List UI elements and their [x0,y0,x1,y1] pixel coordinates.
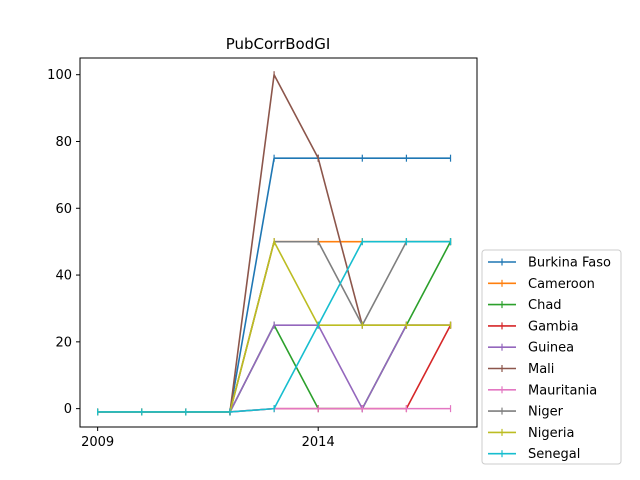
legend-item: Mauritania [488,383,597,398]
legend-label: Senegal [528,447,580,462]
series-guinea [97,321,452,416]
chart-title: PubCorrBodGI [226,35,331,53]
legend-label: Niger [528,405,564,420]
x-tick-label: 2014 [302,435,335,450]
legend-item: Guinea [488,341,574,356]
series-line [97,324,451,413]
legend-label: Gambia [528,319,579,334]
legend-item: Nigeria [488,426,575,441]
legend-item: Mali [488,362,554,377]
y-tick-label: 60 [55,202,72,217]
legend: Burkina Faso Cameroon Chad Gambia Guinea Mali… [481,249,622,465]
legend-label: Mali [528,362,554,377]
x-tick-label: 2009 [81,435,114,450]
legend-box [481,249,622,465]
x-axis: 2009 2014 [81,427,335,450]
legend-item: Niger [488,405,564,420]
series-burkina-faso [97,154,452,416]
legend-item: Burkina Faso [488,256,611,271]
y-tick-label: 0 [64,402,72,417]
y-tick-label: 40 [55,269,72,284]
series-line [97,157,451,413]
series-senegal [97,238,452,416]
y-axis: 0 20 40 60 80 100 [47,68,80,417]
legend-item: Senegal [488,447,580,462]
legend-label: Cameroon [528,277,595,292]
series-gambia [97,321,452,416]
y-tick-label: 80 [55,135,72,150]
legend-label: Guinea [528,341,574,356]
series-line [97,324,452,413]
legend-label: Mauritania [528,383,597,398]
plot-area-frame [79,57,478,428]
legend-label: Chad [528,298,562,313]
series-layer [97,71,452,416]
legend-item: Cameroon [488,277,595,292]
y-tick-label: 100 [47,68,72,83]
legend-label: Nigeria [528,426,575,441]
legend-item: Chad [488,298,562,313]
legend-label: Burkina Faso [528,256,611,271]
y-tick-label: 20 [55,335,72,350]
legend-item: Gambia [488,319,579,334]
